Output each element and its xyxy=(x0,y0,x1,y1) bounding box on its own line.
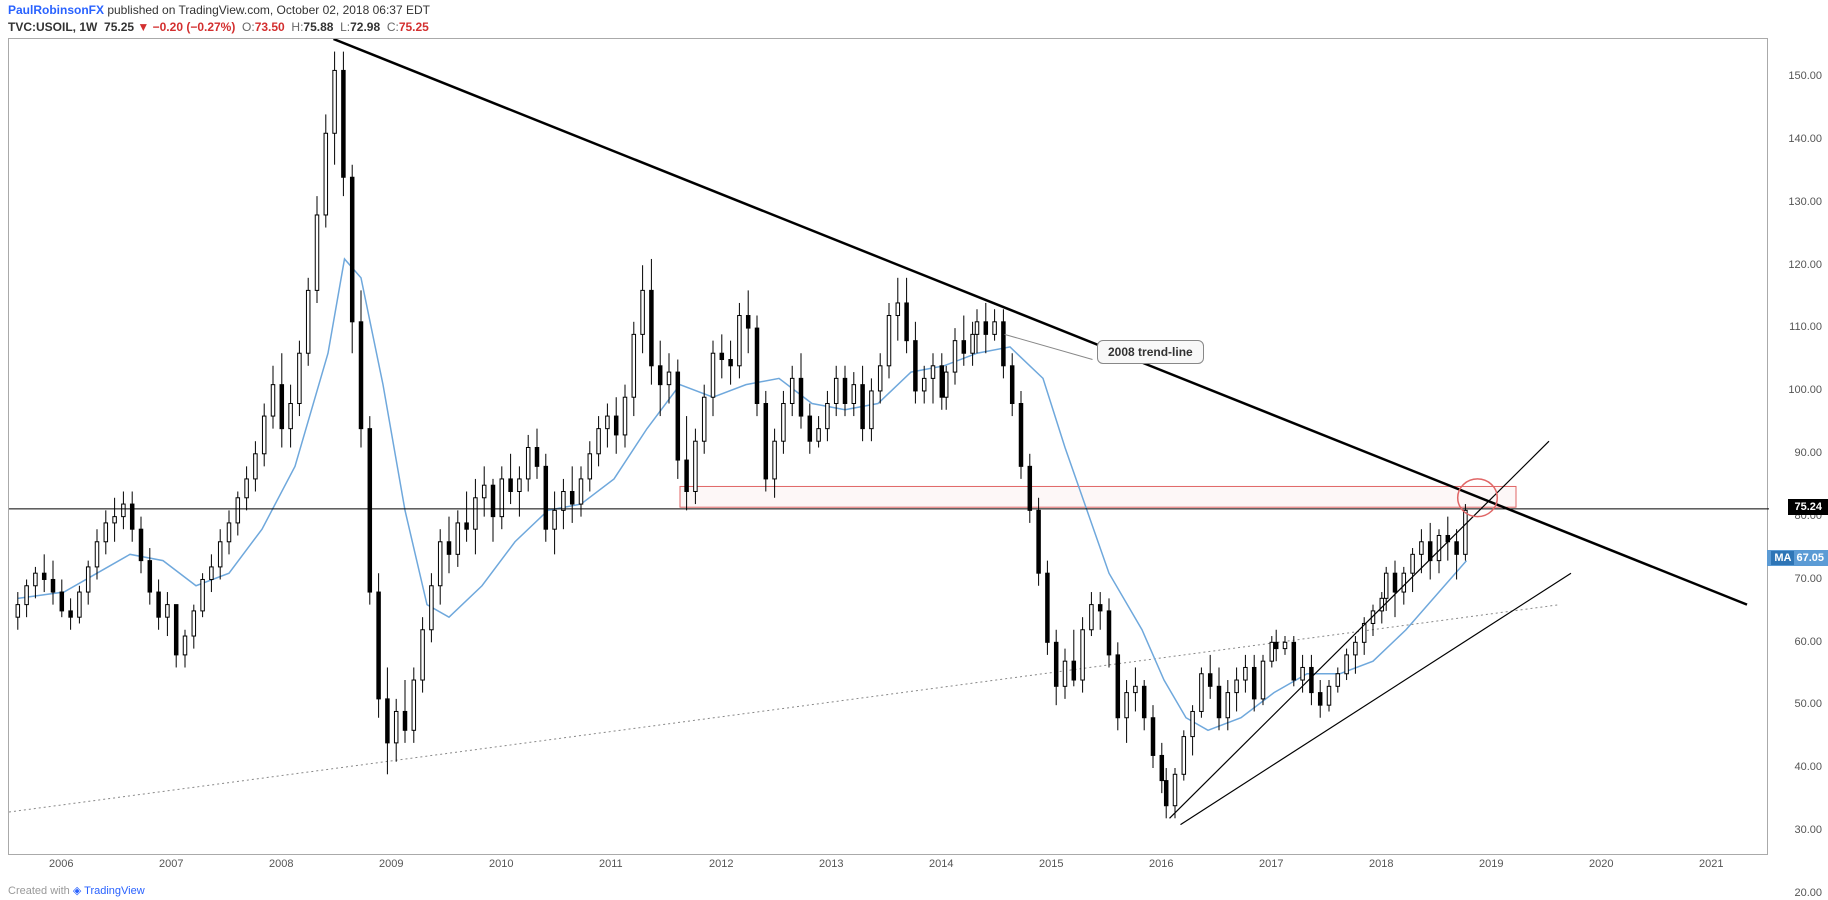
footer: Created with ◈ TradingView xyxy=(8,884,145,897)
x-tick: 2017 xyxy=(1259,858,1283,870)
o-value: 73.50 xyxy=(255,20,285,34)
y-tick: 40.00 xyxy=(1794,761,1822,773)
x-tick: 2019 xyxy=(1479,858,1503,870)
c-value: 75.25 xyxy=(399,20,429,34)
x-tick: 2015 xyxy=(1039,858,1063,870)
y-tick: 110.00 xyxy=(1789,321,1822,333)
x-tick: 2008 xyxy=(269,858,293,870)
symbol: TVC:USOIL, 1W xyxy=(8,20,97,34)
x-tick: 2010 xyxy=(489,858,513,870)
publish-text: published on TradingView.com, October 02… xyxy=(104,3,430,17)
x-tick: 2013 xyxy=(819,858,843,870)
y-tick: 30.00 xyxy=(1794,824,1822,836)
current-price-tag: 75.24 xyxy=(1788,499,1828,515)
l-label: L: xyxy=(340,20,350,34)
x-tick: 2016 xyxy=(1149,858,1173,870)
y-tick: 150.00 xyxy=(1788,70,1822,82)
x-tick: 2011 xyxy=(599,858,623,870)
y-axis: 20.0030.0040.0050.0060.0070.0080.0090.00… xyxy=(1770,38,1828,855)
ticker-bar: TVC:USOIL, 1W 75.25 ▼ −0.20 (−0.27%) O:7… xyxy=(8,20,429,34)
change: −0.20 (−0.27%) xyxy=(153,20,236,34)
y-tick: 20.00 xyxy=(1794,887,1822,899)
h-value: 75.88 xyxy=(303,20,333,34)
x-tick: 2020 xyxy=(1589,858,1613,870)
ma-tag: MA67.05 xyxy=(1767,550,1828,566)
footer-brand: TradingView xyxy=(84,885,145,897)
chart-area[interactable] xyxy=(8,38,1768,855)
y-tick: 70.00 xyxy=(1794,573,1822,585)
y-tick: 130.00 xyxy=(1788,196,1822,208)
c-label: C: xyxy=(387,20,399,34)
y-tick: 60.00 xyxy=(1794,636,1822,648)
y-tick: 50.00 xyxy=(1794,698,1822,710)
x-tick: 2014 xyxy=(929,858,953,870)
x-tick: 2007 xyxy=(159,858,183,870)
l-value: 72.98 xyxy=(350,20,380,34)
y-tick: 140.00 xyxy=(1788,133,1822,145)
x-tick: 2009 xyxy=(379,858,403,870)
o-label: O: xyxy=(242,20,255,34)
y-tick: 120.00 xyxy=(1788,259,1822,271)
chart-svg xyxy=(9,39,1769,856)
h-label: H: xyxy=(291,20,303,34)
last-price: 75.25 xyxy=(104,20,134,34)
trendline-annotation: 2008 trend-line xyxy=(1097,340,1204,364)
down-arrow-icon: ▼ xyxy=(137,20,149,34)
x-tick: 2021 xyxy=(1699,858,1723,870)
x-tick: 2012 xyxy=(709,858,733,870)
publish-header: PaulRobinsonFX published on TradingView.… xyxy=(8,3,430,17)
tradingview-logo-icon: ◈ xyxy=(73,885,81,897)
x-axis: 2006 2007 2008 2009 2010 2011 2012 2013 2014 2015… xyxy=(8,858,1768,878)
y-tick: 100.00 xyxy=(1788,384,1822,396)
y-tick: 90.00 xyxy=(1794,447,1822,459)
author-name: PaulRobinsonFX xyxy=(8,3,104,17)
x-tick: 2006 xyxy=(49,858,73,870)
x-tick: 2018 xyxy=(1369,858,1393,870)
